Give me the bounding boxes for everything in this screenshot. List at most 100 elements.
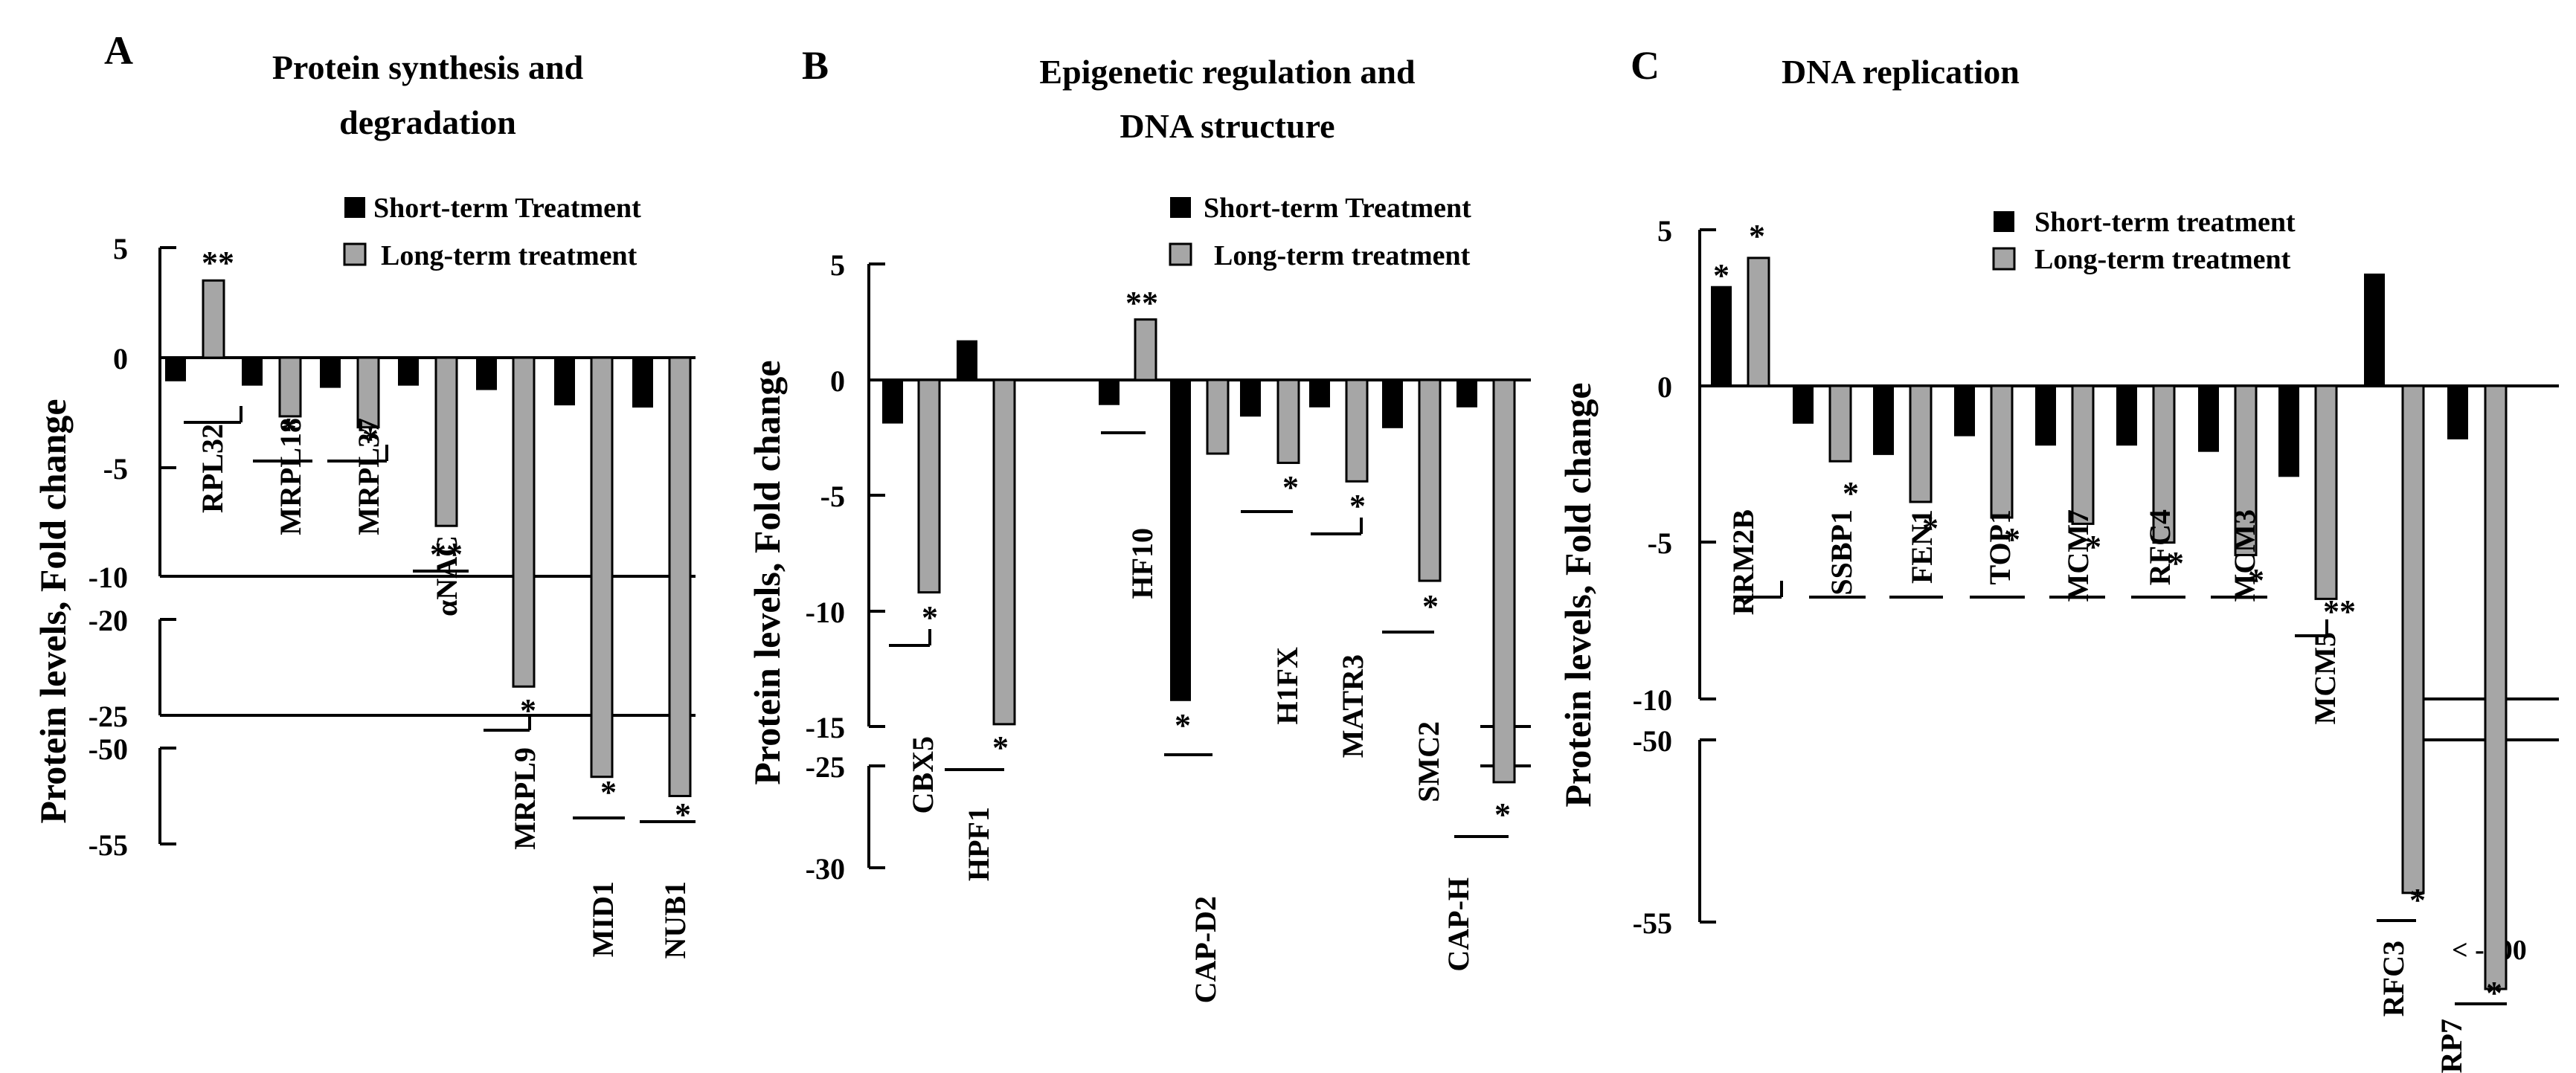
bar-short-term	[882, 380, 903, 424]
legend-label-short: Short-term Treatment	[373, 193, 641, 224]
significance-star: *	[992, 729, 1009, 766]
category-label: CAP-H	[1442, 877, 1475, 972]
bar-short-term	[1711, 286, 1732, 386]
panel-c-title-line1: DNA replication	[1782, 53, 2020, 91]
bar-short-term	[2116, 386, 2137, 446]
bar-short-term	[1793, 386, 1814, 424]
significance-star: *	[1282, 469, 1299, 506]
panel-a-ylabel: Protein levels, Fold change	[32, 399, 74, 823]
bar-short-term	[1240, 380, 1261, 417]
significance-star: **	[430, 536, 463, 573]
significance-star: *	[600, 774, 617, 811]
category-label: MRPL37	[352, 418, 385, 535]
legend-swatch-short	[344, 197, 365, 218]
panel-c-bars: RRM2B SSBP1 FEN1 TOP1 MCM7 RFC4 MCM3 MCM5 RFC3 LA…	[1711, 218, 2508, 1073]
bar-short-term	[1099, 380, 1120, 405]
bar-short-term	[165, 358, 186, 381]
panel-b-ylabel: Protein levels, Fold change	[746, 360, 788, 784]
category-label: FEN1	[1905, 509, 1939, 584]
y-tick-label: -20	[89, 604, 128, 637]
significance-star: *	[1175, 707, 1191, 744]
y-tick-label: -55	[1633, 906, 1672, 940]
bar-long-term	[1990, 384, 2014, 519]
bar-short-term	[1456, 380, 1477, 407]
bar-long-term	[1492, 378, 1516, 784]
category-label: RFC3	[2377, 941, 2410, 1016]
category-label: MRPL9	[508, 747, 542, 850]
bar-long-term	[2234, 384, 2258, 556]
significance-star: **	[1125, 285, 1158, 321]
significance-star: *	[1922, 510, 1939, 547]
legend-swatch-long	[343, 242, 367, 266]
bar-short-term	[554, 358, 575, 406]
bar-short-term	[1954, 386, 1975, 436]
bar-long-term	[668, 356, 692, 797]
panel-b-title-line2: DNA structure	[1120, 107, 1334, 145]
panel-a-title-line1: Protein synthesis and	[272, 48, 584, 86]
bar-long-term	[2401, 384, 2425, 895]
panel-c-letter: C	[1631, 43, 1660, 88]
legend-label-long: Long-term treatment	[381, 240, 637, 271]
significance-star: *	[2486, 975, 2502, 1011]
legend-label-short: Short-term Treatment	[1204, 193, 1471, 224]
category-label: αNAC	[430, 535, 463, 616]
bar-short-term	[320, 358, 341, 388]
bar-long-term	[1134, 318, 1157, 381]
significance-star: *	[280, 411, 297, 448]
bar-short-term	[2198, 386, 2219, 452]
y-tick-label: 0	[113, 342, 128, 376]
category-label: LARP7	[2435, 1019, 2468, 1073]
panel-b: B Epigenetic regulation and DNA structur…	[746, 43, 1531, 1003]
bar-long-term	[1206, 378, 1230, 455]
bar-short-term	[2035, 386, 2056, 446]
y-tick-label: -10	[1633, 683, 1672, 717]
panel-a: A Protein synthesis and degradation Prot…	[32, 28, 696, 958]
panel-a-legend: Short-term Treatment Long-term treatment	[343, 193, 641, 271]
significance-star: *	[362, 421, 379, 457]
significance-star: *	[922, 599, 938, 636]
panel-b-title-line1: Epigenetic regulation and	[1039, 53, 1416, 91]
bar-short-term	[398, 358, 419, 386]
significance-star: *	[2168, 545, 2184, 581]
category-label: RRM2B	[1727, 509, 1760, 615]
significance-star: *	[2085, 529, 2101, 565]
significance-star: *	[675, 796, 691, 833]
panel-c-legend: Short-term treatment Long-term treatment	[1992, 207, 2296, 275]
bar-long-term	[992, 378, 1016, 726]
bar-long-term	[1276, 378, 1300, 464]
category-label: RPL32	[196, 424, 229, 513]
y-tick-label: 0	[830, 364, 845, 398]
y-tick-label: 5	[1657, 214, 1672, 248]
panel-a-letter: A	[104, 28, 133, 73]
y-tick-label: -5	[103, 452, 128, 486]
y-tick-label: -5	[820, 480, 845, 513]
bar-short-term	[2278, 386, 2299, 477]
bar-short-term	[1309, 380, 1330, 407]
bar-long-term	[278, 356, 302, 418]
panel-b-legend: Short-term Treatment Long-term treatment	[1169, 193, 1471, 271]
category-label: MCM5	[2308, 632, 2342, 724]
significance-star: *	[1713, 257, 1729, 294]
bar-short-term	[1873, 386, 1894, 455]
significance-star: *	[1494, 796, 1511, 833]
bar-short-term	[2447, 386, 2468, 439]
legend-label-short: Short-term treatment	[2034, 207, 2296, 238]
significance-star: **	[202, 245, 234, 281]
bar-long-term	[202, 279, 225, 359]
y-tick-label: -10	[806, 596, 845, 629]
category-label: NUB1	[658, 881, 692, 958]
category-label: MRPL18	[274, 418, 307, 535]
category-label: TOP1	[1983, 509, 2017, 585]
category-label: SMC2	[1412, 721, 1445, 802]
category-label: MCM3	[2228, 509, 2261, 602]
bar-long-term	[356, 356, 380, 429]
y-tick-label: -55	[89, 828, 128, 862]
legend-swatch-short	[1170, 197, 1191, 218]
bar-long-term	[1828, 384, 1852, 463]
significance-star: *	[2409, 882, 2426, 918]
y-tick-label: -15	[806, 711, 845, 744]
bar-long-term	[2071, 384, 2095, 525]
